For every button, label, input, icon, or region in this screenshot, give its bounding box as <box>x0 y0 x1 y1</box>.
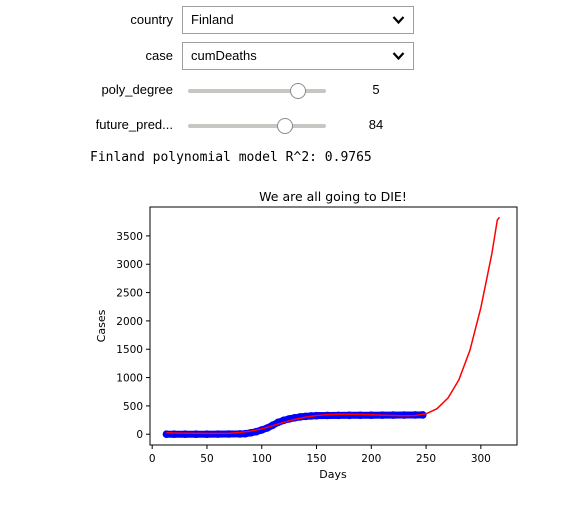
y-tick-label: 2500 <box>116 288 143 300</box>
x-tick-label: 150 <box>306 453 326 465</box>
case-label: case <box>145 48 173 63</box>
y-tick-label: 500 <box>123 401 143 413</box>
scatter-band <box>162 411 427 438</box>
poly-degree-value: 5 <box>372 82 380 97</box>
country-select-value: Finland <box>191 12 234 27</box>
y-tick-label: 1000 <box>116 373 143 385</box>
y-tick-label: 0 <box>136 429 143 441</box>
future-pred-label: future_pred... <box>95 117 173 132</box>
country-row: country Finland <box>0 6 420 34</box>
x-tick-label: 50 <box>200 453 213 465</box>
poly-degree-slider-handle[interactable] <box>290 83 307 99</box>
case-select-value: cumDeaths <box>191 48 257 63</box>
poly-degree-label: poly_degree <box>101 82 173 97</box>
future-pred-slider-handle[interactable] <box>276 118 293 134</box>
future-pred-slider[interactable] <box>188 118 326 134</box>
poly-degree-slider[interactable] <box>188 83 326 99</box>
model-curve <box>166 216 501 435</box>
poly-degree-row: poly_degree 5 <box>0 76 420 104</box>
y-tick-label: 3500 <box>116 231 143 243</box>
x-axis-label: Days <box>319 468 347 481</box>
chevron-down-icon <box>392 52 405 61</box>
x-tick-label: 250 <box>416 453 436 465</box>
case-select[interactable]: cumDeaths <box>182 42 414 70</box>
country-select[interactable]: Finland <box>182 6 414 34</box>
y-tick-label: 1500 <box>116 344 143 356</box>
model-r2-text: Finland polynomial model R^2: 0.9765 <box>90 150 372 165</box>
future-pred-row: future_pred... 84 <box>0 111 420 139</box>
case-label-box: case <box>0 42 173 70</box>
y-tick-label: 2000 <box>116 316 143 328</box>
x-tick-label: 300 <box>471 453 491 465</box>
country-label: country <box>130 12 173 27</box>
x-tick-label: 200 <box>361 453 381 465</box>
x-tick-label: 0 <box>149 453 156 465</box>
y-axis-label: Cases <box>95 309 108 342</box>
country-label-box: country <box>0 6 173 34</box>
chart-title: We are all going to DIE! <box>259 189 407 204</box>
chevron-down-icon <box>392 16 405 25</box>
y-tick-label: 3000 <box>116 259 143 271</box>
x-tick-label: 100 <box>252 453 272 465</box>
case-row: case cumDeaths <box>0 42 420 70</box>
poly-degree-label-box: poly_degree <box>0 76 173 104</box>
future-pred-label-box: future_pred... <box>0 111 173 139</box>
plot-area <box>149 206 518 446</box>
future-pred-value: 84 <box>368 117 384 132</box>
